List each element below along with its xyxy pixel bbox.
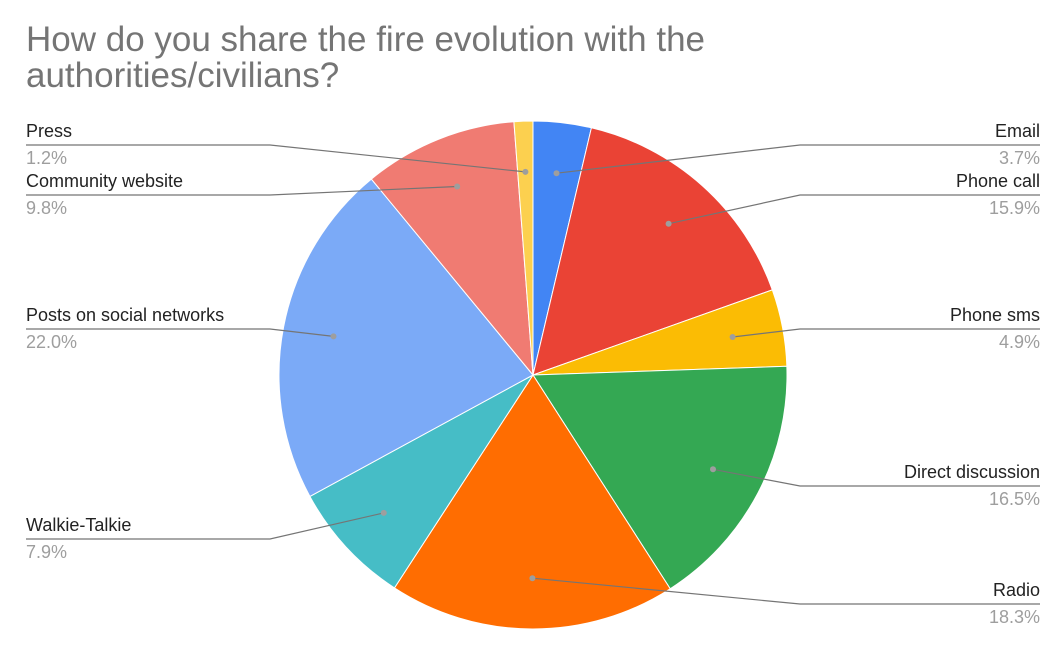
leader-dot (710, 466, 716, 473)
slice-label: Direct discussion (904, 462, 1040, 482)
slice-percent: 18.3% (989, 607, 1040, 627)
leader-dot (665, 220, 672, 227)
slice-percent: 3.7% (999, 148, 1040, 168)
pie-slice-walkie-talkie (309, 374, 534, 589)
slice-percent: 4.9% (999, 332, 1040, 352)
leader-dot (729, 334, 736, 340)
leader-line (26, 144, 526, 173)
slice-label: Walkie-Talkie (26, 515, 131, 535)
pie-slice-direct-discussion (532, 365, 788, 590)
pie-slice-radio (393, 374, 671, 630)
leader-line (712, 468, 1040, 487)
slice-percent: 1.2% (26, 148, 67, 168)
leader-dot (380, 509, 387, 516)
leader-line (26, 328, 334, 337)
leader-dot (553, 170, 560, 177)
slice-percent: 9.8% (26, 198, 67, 218)
slice-percent: 7.9% (26, 542, 67, 562)
slice-label: Email (995, 121, 1040, 141)
slice-label: Community website (26, 171, 183, 191)
slice-label: Phone call (956, 171, 1040, 191)
slice-label: Radio (993, 580, 1040, 600)
pie-slice-phone-call (532, 127, 773, 376)
leader-dot (529, 575, 536, 582)
slice-label: Posts on social networks (26, 305, 224, 325)
leader-line (556, 144, 1040, 174)
leader-dot (522, 168, 529, 175)
slice-label: Press (26, 121, 72, 141)
leader-line (732, 328, 1040, 338)
chart-title: How do you share the fire evolution with… (26, 20, 705, 95)
leader-line (532, 577, 1040, 605)
leader-dot (454, 183, 461, 190)
pie-slice-community-website (370, 121, 534, 377)
pie-slice-posts-on-social-networks (278, 178, 534, 498)
slice-label: Phone sms (950, 305, 1040, 325)
leader-line (668, 194, 1040, 225)
leader-line (26, 185, 458, 196)
slice-percent: 22.0% (26, 332, 77, 352)
slice-percent: 15.9% (989, 198, 1040, 218)
leader-dot (330, 333, 337, 340)
pie-slice-press (513, 120, 534, 376)
leader-line (26, 512, 384, 540)
slice-percent: 16.5% (989, 489, 1040, 509)
